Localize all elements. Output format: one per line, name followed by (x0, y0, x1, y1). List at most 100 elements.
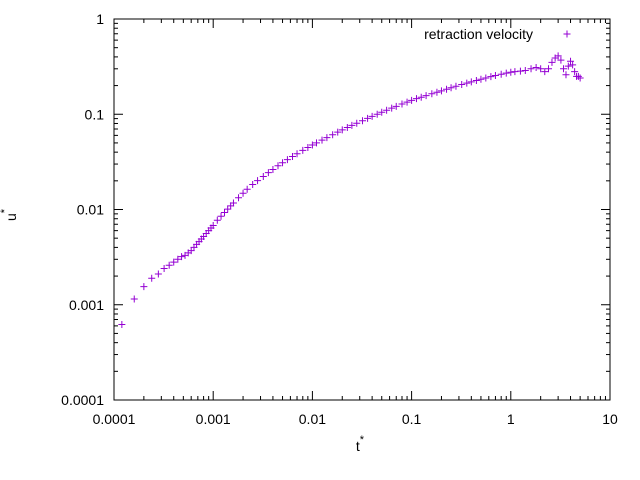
data-point (452, 82, 460, 90)
data-point (217, 212, 225, 220)
data-point (274, 162, 282, 170)
data-point (235, 194, 243, 202)
data-point (497, 70, 505, 78)
data-point (299, 146, 307, 154)
data-point (249, 181, 257, 189)
data-point (537, 65, 545, 73)
data-point (209, 221, 217, 229)
data-point (412, 95, 420, 103)
data-point (288, 153, 296, 161)
data-point (437, 87, 445, 95)
data-point (383, 106, 391, 114)
data-point (304, 144, 312, 152)
data-point (118, 321, 126, 329)
data-point (348, 121, 356, 129)
x-axis-label: t* (356, 434, 365, 454)
y-tick-label: 1 (96, 11, 104, 27)
data-point (264, 169, 272, 177)
data-point (458, 81, 466, 89)
legend-label: retraction velocity (424, 26, 533, 42)
data-point (554, 52, 562, 60)
data-point (564, 62, 572, 70)
data-point (224, 205, 232, 213)
data-point (447, 84, 455, 92)
data-point (338, 126, 346, 134)
data-point (532, 63, 540, 71)
data-point (521, 66, 529, 74)
data-point (574, 72, 582, 80)
x-tick-label: 0.001 (196, 411, 231, 427)
data-point (364, 114, 372, 122)
tick-labels: 0.0001 0.001 0.01 0.1 1 10 0.0001 0.001 0.01 0.1 1 (61, 11, 618, 427)
x-tick-label: 10 (602, 411, 618, 427)
data-point (170, 258, 178, 266)
data-point (443, 85, 451, 93)
data-point (221, 209, 229, 217)
data-point (463, 79, 471, 87)
x-tick-label: 0.1 (402, 411, 422, 427)
data-point (527, 65, 535, 73)
data-point (243, 185, 251, 193)
data-point (507, 68, 515, 76)
data-point (562, 71, 570, 79)
data-point (545, 65, 553, 73)
data-point (313, 139, 321, 147)
data-point (511, 68, 519, 76)
data-point (259, 173, 267, 181)
data-point (569, 61, 577, 69)
legend-marker (563, 30, 571, 38)
data-point (239, 189, 247, 197)
data-point (353, 119, 361, 127)
data-point (229, 199, 237, 207)
data-point (408, 96, 416, 104)
data-point (571, 68, 579, 76)
data-point (160, 265, 168, 273)
data-point (269, 165, 277, 173)
y-tick-label: 0.001 (69, 297, 104, 313)
data-point (417, 93, 425, 101)
plot-frame (113, 18, 611, 401)
data-point (422, 92, 430, 100)
data-point (343, 124, 351, 132)
data-point (502, 69, 510, 77)
data-point (283, 156, 291, 164)
data-point (148, 274, 156, 282)
data-point (472, 77, 480, 85)
legend: retraction velocity (424, 26, 571, 42)
data-point (403, 98, 411, 106)
tick-marks (113, 18, 611, 401)
y-tick-label: 0.1 (85, 106, 105, 122)
legend-marker-plus (563, 30, 571, 38)
data-point (359, 117, 367, 125)
y-tick-label: 0.01 (77, 202, 104, 218)
data-point (392, 102, 400, 110)
x-tick-label: 0.0001 (93, 411, 136, 427)
data-point (567, 57, 575, 65)
data-point (576, 74, 584, 82)
data-point (373, 110, 381, 118)
data-point (318, 136, 326, 144)
data-point (254, 177, 262, 185)
data-points (118, 52, 584, 329)
data-point (398, 100, 406, 108)
data-point (178, 253, 186, 261)
data-point (467, 78, 475, 86)
data-point (165, 261, 173, 269)
y-axis-label: u* (0, 208, 19, 221)
data-point (334, 128, 342, 136)
data-point (388, 104, 396, 112)
data-point (329, 131, 337, 139)
data-point (433, 88, 441, 96)
data-point (516, 67, 524, 75)
data-point (378, 108, 386, 116)
data-point (130, 295, 138, 303)
data-point (487, 73, 495, 81)
x-tick-label: 0.01 (299, 411, 326, 427)
data-point (368, 112, 376, 120)
data-point (560, 65, 568, 73)
data-point (548, 58, 556, 66)
data-point (293, 150, 301, 158)
data-point (323, 134, 331, 142)
y-tick-label: 0.0001 (61, 392, 104, 408)
